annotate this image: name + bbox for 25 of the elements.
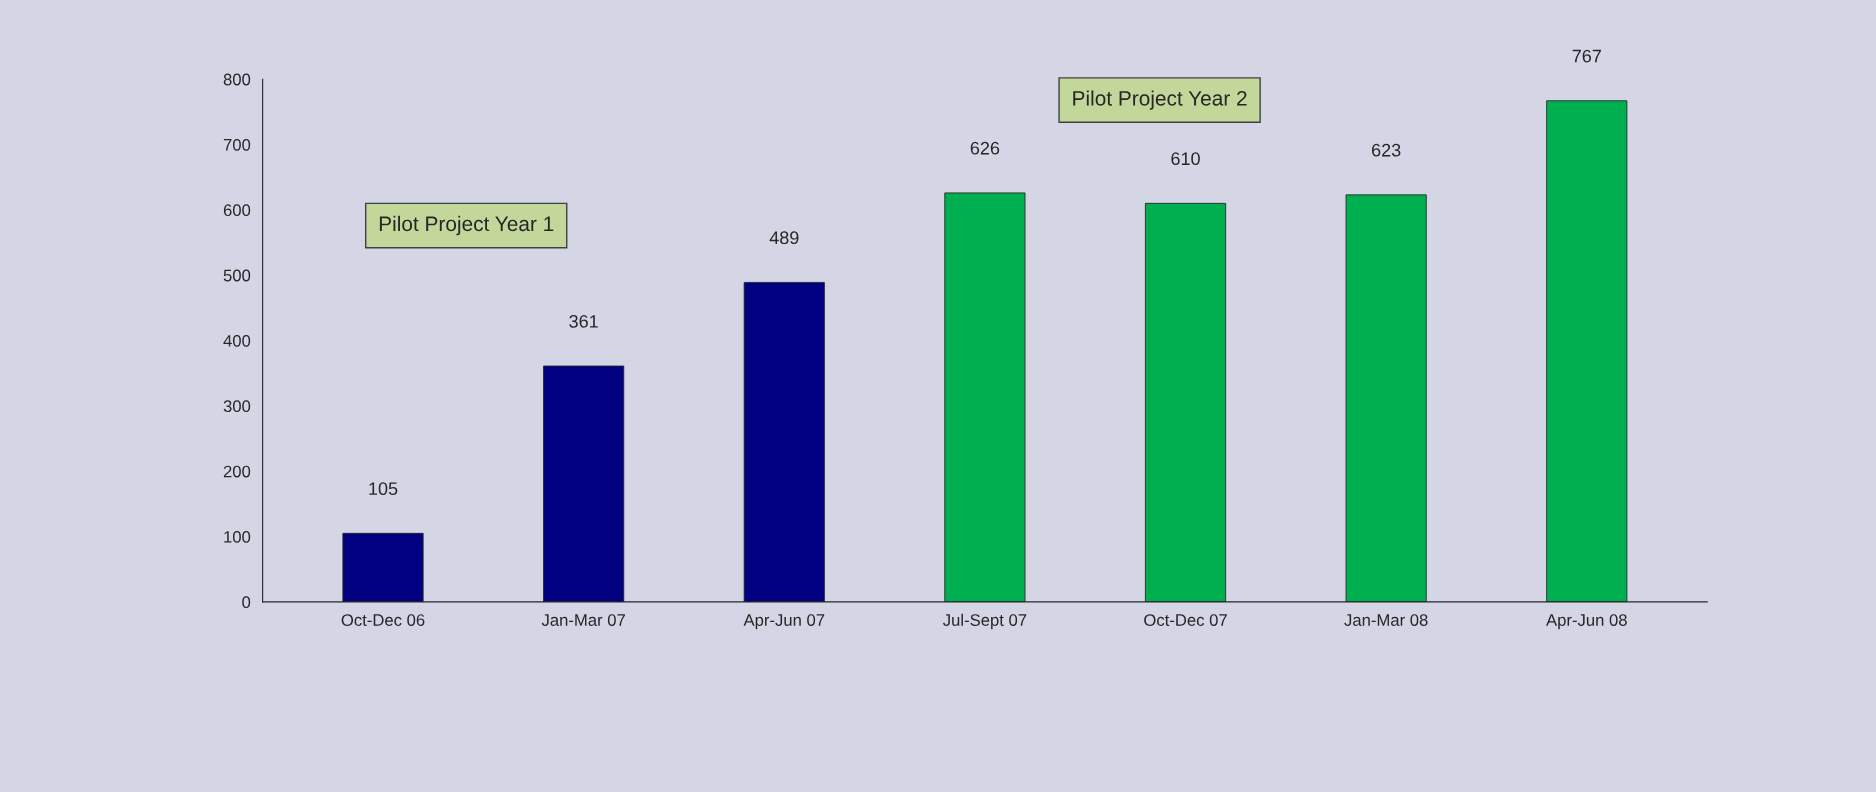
y-tick-label: 0	[242, 596, 251, 609]
y-tick-label: 600	[223, 204, 251, 217]
annotation: Pilot Project Year 2	[1073, 90, 1247, 110]
annotation: Pilot Project Year 1	[379, 215, 554, 236]
y-tick-label: 400	[223, 334, 251, 347]
x-tick-label: Jan-Mar 07	[541, 614, 625, 626]
y-tick-label: 700	[223, 138, 251, 151]
data-label: 361	[569, 314, 598, 328]
data-label: 105	[369, 482, 398, 496]
x-tick-label: Jan-Mar 08	[1344, 614, 1428, 626]
y-tick-label: 200	[223, 465, 251, 478]
y-tick-label: 100	[224, 530, 251, 543]
y-tick-label: 500	[223, 269, 251, 282]
x-tick-label: Oct-Dec 06	[341, 614, 425, 626]
y-tick-label: 300	[223, 400, 251, 413]
x-tick-label: Oct-Dec 07	[1144, 614, 1227, 626]
data-label: 767	[1572, 49, 1601, 63]
data-label: 610	[1171, 152, 1200, 166]
data-label: 489	[769, 231, 799, 245]
data-label: 623	[1372, 143, 1401, 157]
data-label: 626	[970, 141, 1000, 155]
x-tick-label: Jul-Sept 07	[943, 613, 1027, 630]
y-tick-label: 800	[223, 73, 251, 86]
x-tick-label: Apr-Jun 07	[743, 614, 825, 630]
x-tick-label: Apr-Jun 08	[1546, 614, 1627, 630]
